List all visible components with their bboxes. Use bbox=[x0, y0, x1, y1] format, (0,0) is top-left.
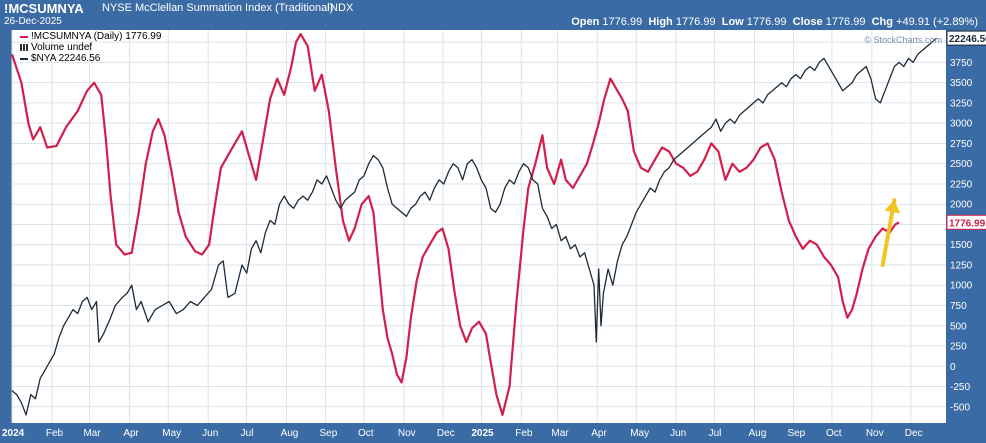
x-tick-label: Feb bbox=[515, 428, 533, 439]
x-tick-label: Jul bbox=[709, 428, 722, 439]
x-tick-label: Jun bbox=[202, 428, 218, 439]
left-axis-strip bbox=[0, 16, 12, 443]
y-tick-label: 3000 bbox=[950, 119, 973, 130]
close-value: 1776.99 bbox=[825, 16, 866, 28]
legend-item-nya: $NYA 22246.56 bbox=[20, 53, 161, 64]
y-tick-label: -500 bbox=[950, 402, 970, 413]
stockcharts-watermark: © StockCharts.com bbox=[864, 35, 942, 45]
high-label: High bbox=[648, 16, 673, 28]
chg-value: +49.91 (+2.89%) bbox=[896, 16, 978, 28]
x-tick-label: Dec bbox=[437, 428, 455, 439]
y-tick-label: 3750 bbox=[950, 58, 973, 69]
legend-item-volume: Volume undef bbox=[20, 42, 161, 53]
y-tick-label: 3500 bbox=[950, 78, 973, 89]
y-tick-label: 2750 bbox=[950, 139, 973, 150]
y-tick-label: 3250 bbox=[950, 98, 973, 109]
legend-text-summation: !MCSUMNYA (Daily) 1776.99 bbox=[31, 31, 162, 42]
nya-line bbox=[11, 37, 938, 416]
x-tick-label: Sep bbox=[787, 428, 805, 439]
volume-bars-icon bbox=[20, 44, 28, 51]
legend-text-nya: $NYA 22246.56 bbox=[31, 53, 101, 64]
y-tick-label: 250 bbox=[950, 342, 967, 353]
x-tick-label: Sep bbox=[320, 428, 338, 439]
open-label: Open bbox=[571, 16, 600, 28]
x-tick-label: Oct bbox=[358, 428, 374, 439]
x-tick-label: Dec bbox=[905, 428, 923, 439]
x-tick-label: May bbox=[630, 428, 649, 439]
x-tick-label: Jul bbox=[241, 428, 254, 439]
x-tick-label: Jun bbox=[670, 428, 686, 439]
x-tick-label: Oct bbox=[826, 428, 842, 439]
y-tick-label: -250 bbox=[950, 382, 970, 393]
x-tick-label: Apr bbox=[123, 428, 139, 439]
legend-swatch-dark bbox=[20, 57, 28, 60]
last-value-tag bbox=[946, 214, 986, 230]
symbol-title: !MCSUMNYA bbox=[4, 1, 84, 16]
close-label: Close bbox=[792, 16, 823, 28]
y-tick-label: 2250 bbox=[950, 179, 973, 190]
plot-area bbox=[12, 30, 946, 423]
last-value-label: 22246.56 bbox=[949, 34, 986, 45]
legend-text-volume: Volume undef bbox=[31, 42, 93, 53]
x-tick-label: Feb bbox=[46, 428, 64, 439]
y-tick-label: 1500 bbox=[950, 240, 973, 251]
exchange-label: INDX bbox=[327, 2, 354, 14]
low-label: Low bbox=[721, 16, 744, 28]
y-tick-label: 500 bbox=[950, 321, 967, 332]
x-tick-label: Apr bbox=[591, 428, 607, 439]
y-tick-label: 0 bbox=[950, 362, 956, 373]
x-tick-label: 2025 bbox=[471, 428, 494, 439]
ohlc-readout: Open 1776.99 High 1776.99 Low 1776.99 Cl… bbox=[571, 16, 978, 28]
x-tick-label: Nov bbox=[866, 428, 884, 439]
x-tick-label: 2024 bbox=[2, 428, 25, 439]
low-value: 1776.99 bbox=[746, 16, 787, 28]
index-name: NYSE McClellan Summation Index (Traditio… bbox=[102, 2, 334, 14]
y-tick-label: 1000 bbox=[950, 281, 973, 292]
y-tick-label: 2500 bbox=[950, 159, 973, 170]
last-value-tag bbox=[946, 30, 986, 46]
high-value: 1776.99 bbox=[675, 16, 716, 28]
x-tick-label: Mar bbox=[83, 428, 101, 439]
x-tick-label: Nov bbox=[398, 428, 416, 439]
bottom-axis-panel bbox=[0, 423, 986, 443]
x-tick-label: Mar bbox=[551, 428, 569, 439]
summation-line bbox=[10, 33, 900, 416]
annotation-arrow-head bbox=[884, 200, 901, 214]
y-tick-label: 1250 bbox=[950, 260, 973, 271]
legend-swatch-red bbox=[20, 35, 28, 38]
y-tick-label: 2000 bbox=[950, 200, 973, 211]
chart-date: 26-Dec-2025 bbox=[4, 16, 62, 27]
legend-item-summation: !MCSUMNYA (Daily) 1776.99 bbox=[20, 31, 161, 42]
date-strip bbox=[0, 16, 986, 30]
last-value-label: 1776.99 bbox=[949, 218, 986, 229]
x-tick-label: Aug bbox=[281, 428, 299, 439]
x-tick-label: May bbox=[162, 428, 181, 439]
open-value: 1776.99 bbox=[602, 16, 643, 28]
chg-label: Chg bbox=[871, 16, 893, 28]
chart-header-bar bbox=[0, 0, 986, 16]
x-tick-label: Aug bbox=[749, 428, 767, 439]
y-tick-label: 750 bbox=[950, 301, 967, 312]
chart-legend: !MCSUMNYA (Daily) 1776.99 Volume undef $… bbox=[20, 31, 161, 64]
